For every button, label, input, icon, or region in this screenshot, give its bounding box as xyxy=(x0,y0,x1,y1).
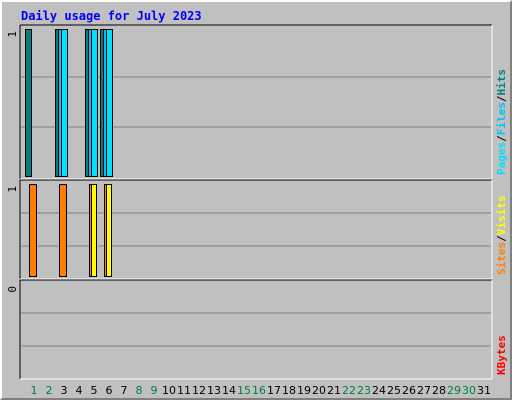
plot-area xyxy=(20,280,492,379)
legend-separator: / xyxy=(495,235,508,242)
x-tick-label-day-3: 3 xyxy=(61,384,68,397)
legend-kbytes: KBytes xyxy=(495,335,508,375)
legend-label: Pages/Files/Hits xyxy=(495,69,508,175)
x-tick-label-day-16: 16 xyxy=(252,384,266,397)
x-tick-label-day-18: 18 xyxy=(282,384,296,397)
x-tick-label-day-17: 17 xyxy=(267,384,281,397)
y-tick-label: 0 xyxy=(6,286,19,293)
x-tick-label-day-30: 30 xyxy=(462,384,476,397)
y-tick-label: 1 xyxy=(6,186,19,193)
x-tick-label-day-4: 4 xyxy=(76,384,83,397)
x-tick-label-day-23: 23 xyxy=(357,384,371,397)
x-tick-label-day-19: 19 xyxy=(297,384,311,397)
bar-hits-day-1 xyxy=(25,29,32,177)
legend-sites: Sites xyxy=(495,242,508,275)
x-tick-label-day-21: 21 xyxy=(327,384,341,397)
x-tick-label-day-31: 31 xyxy=(477,384,491,397)
legend-visits: Visits xyxy=(495,196,508,236)
x-tick-label-day-26: 26 xyxy=(402,384,416,397)
bar-pages-day-6 xyxy=(106,29,113,177)
x-tick-label-day-12: 12 xyxy=(192,384,206,397)
x-tick-label-day-20: 20 xyxy=(312,384,326,397)
x-tick-label-day-9: 9 xyxy=(151,384,158,397)
x-tick-label-day-2: 2 xyxy=(46,384,53,397)
legend-separator: / xyxy=(495,95,508,102)
x-tick-label-day-5: 5 xyxy=(91,384,98,397)
panel-kbytes: 0 KBytes xyxy=(6,279,508,380)
x-tick-label-day-28: 28 xyxy=(432,384,446,397)
legend-label: Sites/Visits xyxy=(495,196,508,276)
legend-label: KBytes xyxy=(495,335,508,375)
x-tick-label-day-15: 15 xyxy=(237,384,251,397)
bar-visits-day-6 xyxy=(106,184,112,277)
x-tick-label-day-11: 11 xyxy=(177,384,191,397)
plot-area xyxy=(20,25,492,179)
x-tick-label-day-10: 10 xyxy=(162,384,176,397)
bar-pages-day-5 xyxy=(91,29,98,177)
panel-visits-sites: 1 Sites/Visits xyxy=(6,179,508,280)
plot-area xyxy=(20,180,492,279)
legend-hits: Hits xyxy=(495,69,508,96)
legend-separator: / xyxy=(495,135,508,142)
x-tick-label-day-8: 8 xyxy=(136,384,143,397)
x-tick-label-day-13: 13 xyxy=(207,384,221,397)
x-tick-label-day-6: 6 xyxy=(106,384,113,397)
x-tick-label-day-22: 22 xyxy=(342,384,356,397)
x-tick-label-day-1: 1 xyxy=(31,384,38,397)
x-tick-label-day-24: 24 xyxy=(372,384,386,397)
legend-files: Files xyxy=(495,102,508,135)
x-tick-label-day-14: 14 xyxy=(222,384,236,397)
bar-sites-day-3 xyxy=(59,184,67,277)
y-tick-label: 1 xyxy=(6,31,19,38)
bar-visits-day-5 xyxy=(91,184,97,277)
chart-title: Daily usage for July 2023 xyxy=(21,9,202,23)
x-tick-label-day-29: 29 xyxy=(447,384,461,397)
x-tick-label-day-7: 7 xyxy=(121,384,128,397)
bar-pages-day-3 xyxy=(61,29,68,177)
legend-pages: Pages xyxy=(495,142,508,175)
x-tick-label-day-25: 25 xyxy=(387,384,401,397)
bar-sites-day-1 xyxy=(29,184,37,277)
x-tick-label-day-27: 27 xyxy=(417,384,431,397)
